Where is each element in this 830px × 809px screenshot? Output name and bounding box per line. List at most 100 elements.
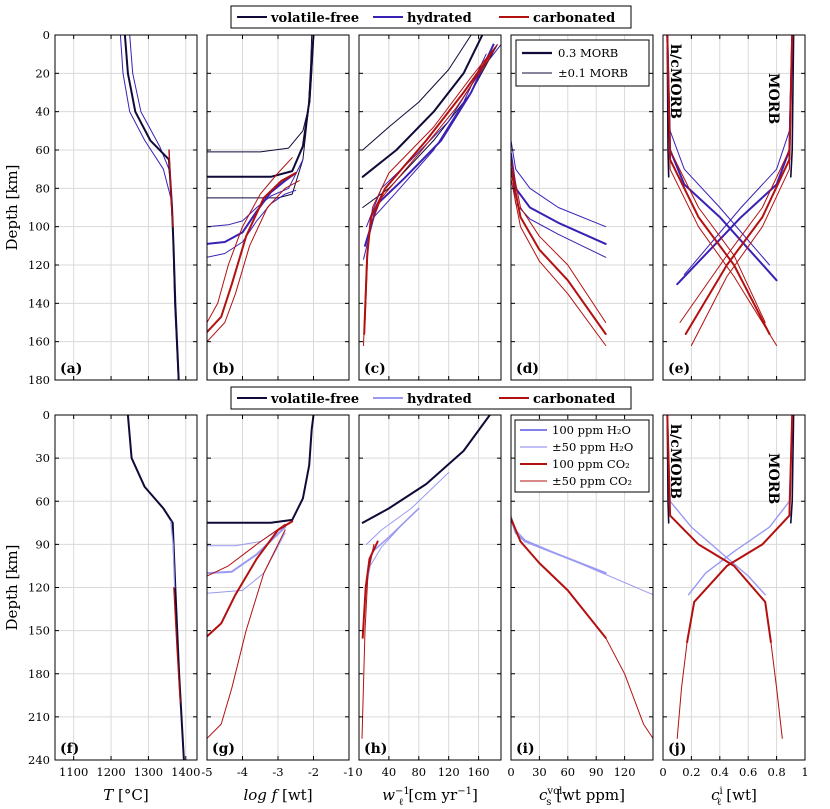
panel-a: 0 20 40 60 80 100 120 140 160 180 (a) <box>28 28 198 387</box>
series-line-h-4 <box>361 543 375 739</box>
panel-j-label-right: MORB <box>765 453 781 504</box>
bottom-legend: volatile-free hydrated carbonated <box>230 386 632 410</box>
legend-label: ±50 ppm CO₂ <box>552 474 632 488</box>
y-tick-label: 120 <box>28 581 50 595</box>
legend-label: carbonated <box>533 392 615 407</box>
series-line-h-0 <box>361 415 491 524</box>
x-tick-label: 0.6 <box>739 765 757 779</box>
series-line-i-3 <box>605 637 653 739</box>
y-axis-label: Depth [km] <box>3 545 21 631</box>
series-line-j-4 <box>666 415 772 644</box>
x-tick-label: 80 <box>411 765 426 779</box>
x-tick-label: -1 <box>343 765 354 779</box>
panel-letter: (f) <box>60 741 79 757</box>
panel-e-label-right: MORB <box>765 73 781 124</box>
y-axis-label: Depth [km] <box>3 165 21 251</box>
y-tick-label: 180 <box>28 373 50 387</box>
y-tick-label: 120 <box>28 258 50 272</box>
series-line-g-6 <box>207 529 286 739</box>
panel-i-legend: 100 ppm H₂O ±50 ppm H₂O 100 ppm CO₂ ±50 ppm… <box>514 419 650 493</box>
panel-letter: (b) <box>212 361 235 377</box>
legend-label: ±0.1 MORB <box>558 66 628 80</box>
series-line-c-1 <box>361 35 484 178</box>
x-tick-label: 120 <box>438 765 460 779</box>
x-tick-label: 0 <box>659 765 666 779</box>
panel-g: -5 -4 -3 -2 -1 log f [wt] (g) <box>201 414 355 804</box>
series-line-b-3 <box>207 159 304 228</box>
x-tick-label: 0.8 <box>767 765 785 779</box>
series-line-j-6 <box>770 641 783 739</box>
panel-d-legend: 0.3 MORB ±0.1 MORB <box>515 39 650 87</box>
x-axis-label: ci ℓ [wt] <box>711 786 757 808</box>
x-tick-label: 0.2 <box>682 765 700 779</box>
x-tick-label: -3 <box>272 765 283 779</box>
x-tick-label: 1200 <box>96 765 125 779</box>
y-tick-label: 210 <box>28 710 50 724</box>
series-line-c-8 <box>363 57 491 346</box>
legend-label: volatile-free <box>270 11 359 26</box>
panel-e-label-left: h/cMORB <box>667 44 683 119</box>
panel-letter: (c) <box>364 361 386 377</box>
legend-label: 100 ppm H₂O <box>552 423 631 437</box>
panel-d: (d) <box>510 34 654 381</box>
x-tick-label: 160 <box>468 765 490 779</box>
x-tick-label: 120 <box>614 765 636 779</box>
y-tick-label: 60 <box>35 143 50 157</box>
series-line-g-0 <box>207 415 315 524</box>
series-line-h-1 <box>366 472 450 545</box>
panel-j: 0 0.2 0.4 0.6 0.8 1 ci ℓ [wt] (j) <box>659 414 809 808</box>
series-line-f-1 <box>170 520 176 589</box>
legend-label: hydrated <box>407 11 472 26</box>
series-line-g-4 <box>207 523 286 577</box>
series-line-f-2 <box>173 586 181 704</box>
panel-letter: (d) <box>516 361 539 377</box>
panel-letter: (j) <box>668 741 686 757</box>
panel-letter: (e) <box>668 361 690 377</box>
series-line-h-5 <box>361 540 379 639</box>
x-tick-label: -5 <box>201 765 212 779</box>
series-line-b-8 <box>207 180 300 343</box>
panel-letter: (g) <box>212 741 235 757</box>
x-tick-label: 40 <box>382 765 397 779</box>
x-axis-label: w−1 ℓ [cm yr−1] <box>382 786 478 808</box>
legend-label: 100 ppm CO₂ <box>552 457 630 471</box>
panel-letter: (a) <box>60 361 82 377</box>
series-line-b-6 <box>207 157 293 323</box>
series-line-c-4 <box>364 43 495 247</box>
panel-b: (b) <box>206 34 350 381</box>
series-line-a-3 <box>168 149 174 228</box>
series-line-j-0 <box>789 415 795 524</box>
y-tick-label: 140 <box>28 296 50 310</box>
series-line-d-5 <box>511 178 607 346</box>
panel-c: (c) <box>358 34 502 381</box>
y-tick-label: 20 <box>35 66 50 80</box>
series-line-e-8 <box>666 35 778 346</box>
top-legend: volatile-free hydrated carbonated <box>230 5 632 29</box>
series-line-b-5 <box>207 189 297 258</box>
series-line-b-1 <box>207 35 315 178</box>
legend-label: ±50 ppm H₂O <box>552 440 633 454</box>
x-tick-label: 0.4 <box>711 765 729 779</box>
legend-label: volatile-free <box>270 392 359 407</box>
series-line-d-2 <box>511 164 607 258</box>
panel-letter: (i) <box>516 741 535 757</box>
x-tick-label: 1100 <box>59 765 88 779</box>
y-tick-label: 90 <box>35 537 50 551</box>
series-line-j-7 <box>676 641 688 739</box>
series-line-e-11 <box>690 35 793 346</box>
legend-label: carbonated <box>533 11 615 26</box>
series-line-i-2 <box>511 517 607 639</box>
y-tick-label: 80 <box>35 181 50 195</box>
series-line-d-4 <box>511 168 607 335</box>
series-line-b-7 <box>207 172 297 334</box>
y-tick-label: 150 <box>28 624 50 638</box>
x-tick-label: 0 <box>355 765 362 779</box>
series-line-d-0 <box>511 139 607 228</box>
x-tick-label: 1300 <box>134 765 163 779</box>
y-tick-label: 60 <box>35 494 50 508</box>
x-axis-label: log f [wt] <box>243 786 312 804</box>
series-line-g-3 <box>207 532 286 594</box>
series-line-j-5 <box>686 415 794 644</box>
y-tick-label: 30 <box>35 451 50 465</box>
